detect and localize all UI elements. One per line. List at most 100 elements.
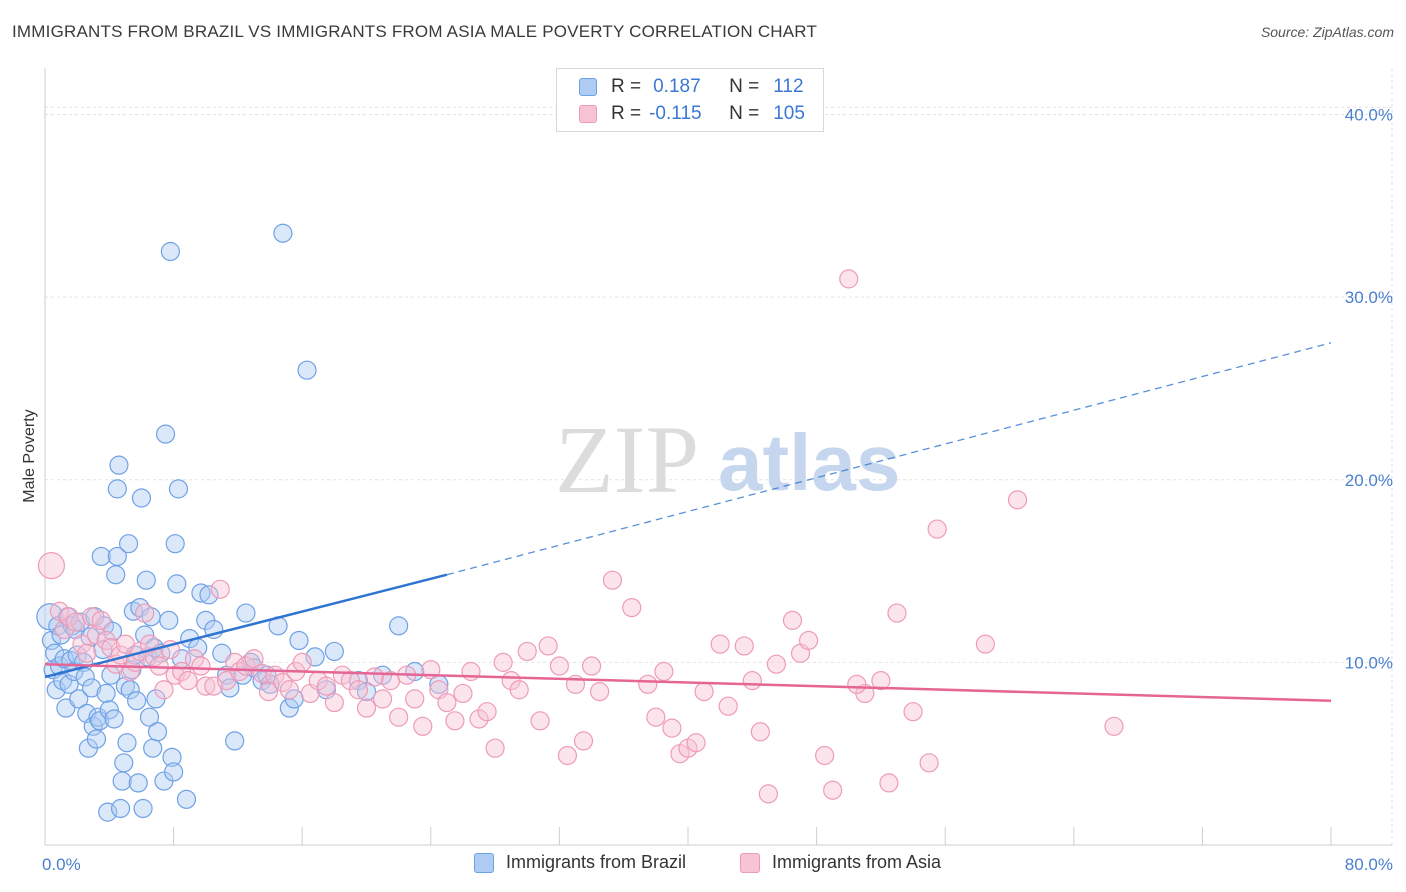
brazil-point xyxy=(112,771,132,791)
brazil-point xyxy=(118,534,139,554)
brazil-point xyxy=(168,479,189,499)
legend-n-label: N = xyxy=(729,103,760,124)
brazil-point xyxy=(136,570,156,590)
asia-point xyxy=(196,676,216,696)
brazil-point xyxy=(225,731,245,751)
asia-point xyxy=(581,656,602,676)
asia-point xyxy=(324,692,344,713)
brazil-point xyxy=(45,643,65,663)
asia-point xyxy=(210,579,230,599)
asia-point xyxy=(871,671,891,691)
asia-legend-swatch xyxy=(740,852,760,873)
asia-point xyxy=(273,672,293,693)
asia-point xyxy=(919,753,939,773)
legend-r-label: R = xyxy=(611,103,642,124)
asia-point xyxy=(549,656,570,676)
asia-point xyxy=(903,702,923,722)
asia-point xyxy=(686,733,706,753)
chart-title: IMMIGRANTS FROM BRAZIL VS IMMIGRANTS FRO… xyxy=(12,22,818,41)
asia-point xyxy=(638,674,658,694)
brazil-trend-extension xyxy=(446,342,1332,576)
asia-point xyxy=(178,671,198,691)
asia-point xyxy=(469,709,489,729)
y-tick-labels: 10.0% 20.0% 30.0% 40.0% xyxy=(1345,106,1393,673)
brazil-point xyxy=(69,689,89,709)
asia-point xyxy=(154,680,174,700)
legend-n-value: 112 xyxy=(773,76,804,97)
brazil-point xyxy=(133,798,153,819)
asia-point xyxy=(1104,716,1124,736)
brazil-point xyxy=(147,722,168,742)
asia-point xyxy=(750,722,770,742)
brazil-point xyxy=(131,488,152,508)
brazil-point xyxy=(162,747,182,767)
asia-point xyxy=(538,636,558,656)
asia-point xyxy=(485,738,505,758)
brazil-point xyxy=(98,802,118,822)
brazil-point xyxy=(59,674,79,694)
brazil-point xyxy=(106,565,126,585)
asia-point xyxy=(815,745,835,766)
brazil-point xyxy=(104,709,124,729)
brazil-point xyxy=(91,546,111,567)
y-tick-label: 10.0% xyxy=(1345,653,1393,672)
asia-point xyxy=(782,610,803,630)
legend-n-label: N = xyxy=(729,76,760,97)
x-tick-label-left: 0.0% xyxy=(42,855,81,874)
asia-point xyxy=(573,731,594,751)
source-label: Source: ZipAtlas.com xyxy=(1260,24,1394,40)
brazil-point xyxy=(117,733,137,753)
asia-point xyxy=(622,597,642,618)
axes xyxy=(44,68,1392,846)
brazil-point xyxy=(127,691,147,711)
asia-point xyxy=(887,603,907,623)
asia-point xyxy=(823,780,843,800)
asia-point xyxy=(975,634,995,654)
asia-point xyxy=(557,745,578,766)
asia-point xyxy=(589,681,610,702)
legend-row-brazil: R = 0.187 N = 112 xyxy=(579,74,804,100)
asia-point xyxy=(437,692,457,713)
asia-point xyxy=(718,696,738,716)
brazil-point xyxy=(99,700,119,720)
asia-point xyxy=(364,667,385,687)
asia-point xyxy=(191,656,211,676)
brazil-point xyxy=(96,683,116,704)
asia-point xyxy=(389,707,409,727)
brazil-point xyxy=(356,681,377,702)
asia-point xyxy=(758,784,778,804)
asia-trend-line xyxy=(44,662,1332,702)
y-tick-label: 40.0% xyxy=(1345,106,1393,125)
asia-point xyxy=(72,634,92,654)
brazil-point xyxy=(297,360,317,380)
asia-point xyxy=(798,630,819,651)
y-tick-label: 30.0% xyxy=(1345,288,1393,307)
x-tick-label-right: 80.0% xyxy=(1345,855,1393,874)
brazil-point xyxy=(176,789,197,809)
asia-point xyxy=(839,269,859,289)
asia-point xyxy=(710,634,730,654)
asia-point xyxy=(602,570,623,590)
asia-point xyxy=(316,676,336,696)
asia-point xyxy=(49,601,70,621)
asia-point xyxy=(662,718,682,738)
brazil-point xyxy=(236,603,256,623)
legend-r-value: 0.187 xyxy=(653,76,701,97)
brazil-trend-line xyxy=(44,573,448,679)
watermark: ZIP atlas xyxy=(555,406,900,513)
legend-item-brazil: Immigrants from Brazil xyxy=(474,852,686,873)
brazil-point xyxy=(165,534,185,554)
brazil-point xyxy=(110,798,131,819)
asia-point xyxy=(734,636,754,656)
brazil-point xyxy=(114,753,134,773)
watermark-atlas: atlas xyxy=(718,418,900,507)
watermark-zip: ZIP xyxy=(555,406,699,513)
legend-item-asia: Immigrants from Asia xyxy=(740,852,941,873)
asia-point xyxy=(37,551,66,580)
brazil-point xyxy=(128,773,148,793)
asia-point xyxy=(654,661,674,682)
asia-point xyxy=(509,680,529,700)
correlation-legend: R = 0.187 N = 112 R = -0.115 N = 105 xyxy=(556,68,824,132)
asia-point xyxy=(86,625,107,645)
brazil-points xyxy=(36,223,449,822)
